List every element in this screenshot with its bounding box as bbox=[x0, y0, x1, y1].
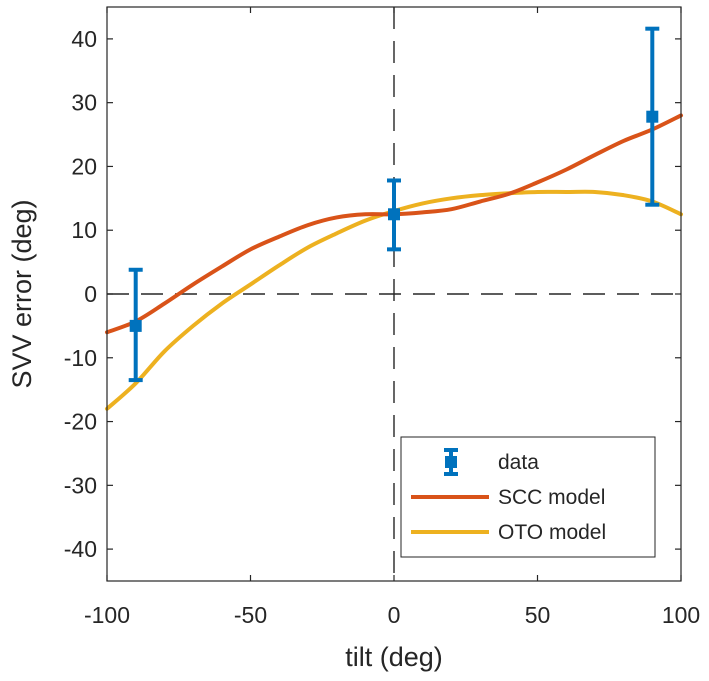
y-tick-label: 20 bbox=[71, 153, 97, 179]
x-tick-label: 50 bbox=[525, 602, 551, 628]
x-tick-label: -50 bbox=[234, 602, 267, 628]
x-tick-label: 0 bbox=[388, 602, 401, 628]
y-tick-label: 40 bbox=[71, 26, 97, 52]
series-layer bbox=[105, 26, 683, 411]
x-axis-ticks: -100 -50 0 50 100 bbox=[84, 7, 700, 628]
data-point bbox=[387, 178, 401, 252]
x-tick-label: -100 bbox=[84, 602, 130, 628]
reference-lines bbox=[107, 7, 681, 581]
x-tick-label: 100 bbox=[662, 602, 700, 628]
legend-label: SCC model bbox=[498, 486, 605, 509]
legend-label: data bbox=[498, 451, 539, 474]
y-tick-label: -40 bbox=[64, 536, 97, 562]
y-tick-label: 10 bbox=[71, 217, 97, 243]
data-marker bbox=[388, 208, 400, 221]
data-point bbox=[128, 267, 143, 383]
legend: data SCC model OTO model bbox=[400, 436, 656, 558]
data-marker bbox=[129, 319, 142, 332]
x-axis-label: tilt (deg) bbox=[345, 642, 443, 672]
legend-item-scc-model: SCC model bbox=[411, 486, 605, 509]
data-point bbox=[645, 26, 660, 207]
y-tick-label: 30 bbox=[71, 90, 97, 116]
legend-item-oto-model: OTO model bbox=[411, 521, 606, 544]
legend-marker-swatch bbox=[445, 456, 457, 468]
y-axis-label: SVV error (deg) bbox=[7, 199, 37, 388]
y-tick-label: -20 bbox=[64, 409, 97, 435]
y-axis-ticks: 40 30 20 10 0 -10 -20 -30 -40 bbox=[64, 26, 681, 562]
y-tick-label: 0 bbox=[84, 281, 97, 307]
y-tick-label: -10 bbox=[64, 345, 97, 371]
data-marker bbox=[646, 110, 659, 123]
y-tick-label: -30 bbox=[64, 472, 97, 498]
legend-label: OTO model bbox=[498, 521, 606, 544]
legend-item-data: data bbox=[444, 448, 539, 476]
